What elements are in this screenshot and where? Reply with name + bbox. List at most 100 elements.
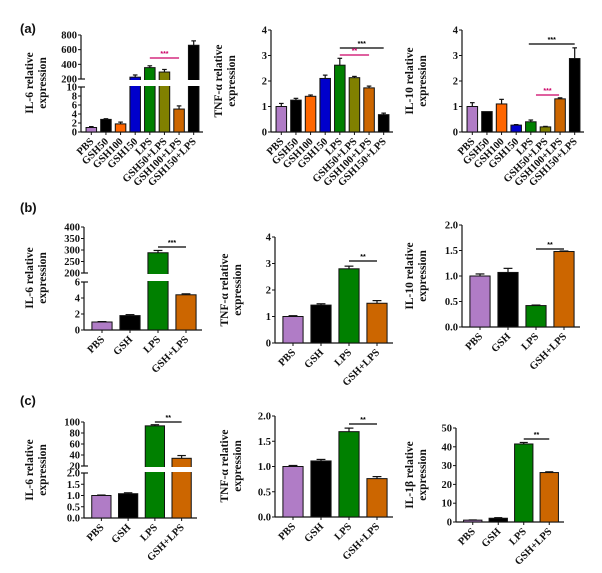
y-tick-label: 800 <box>61 31 77 42</box>
y-axis-title-line: IL-6 relative <box>24 439 36 500</box>
y-tick-label: 300 <box>64 246 80 257</box>
y-tick-label: 0 <box>447 518 452 529</box>
bar-gsh-plus-lps <box>553 251 575 328</box>
y-tick-label: 1.5 <box>67 480 80 491</box>
y-tick-label: 0 <box>266 339 271 350</box>
x-tick-label: PBS <box>277 521 299 543</box>
y-tick-label: 2.0 <box>445 221 458 232</box>
y-axis-title: IL-6 relativeexpression <box>24 52 49 113</box>
bar-break-gap <box>146 274 170 281</box>
bar-gsh <box>488 517 508 523</box>
y-tick-label: 60 <box>70 440 81 451</box>
chart-a-tnf: 01234PBSGSH50GSH100GSH150LPSGSH50+LPSGSH… <box>213 26 393 189</box>
significance-label: *** <box>548 37 556 44</box>
y-tick-label: 1.5 <box>445 246 458 257</box>
bar-gsh <box>310 460 332 518</box>
bar-break-gap <box>143 80 157 86</box>
bar-gsh-plus-lps <box>175 294 197 331</box>
bar-gsh100 <box>114 123 127 133</box>
significance-label: *** <box>168 240 176 247</box>
y-tick-label: 4 <box>453 26 459 37</box>
bar-pbs <box>275 106 288 133</box>
x-tick-label: LPS <box>142 334 164 356</box>
bar-lps <box>338 431 360 518</box>
bar-lps <box>525 121 537 133</box>
y-axis-title-line: IL-10 relative <box>404 47 416 114</box>
x-tick-label: PBS <box>277 347 299 369</box>
bar-gsh50-plus-lps <box>539 126 552 133</box>
panel-label-b: (b) <box>20 200 37 215</box>
y-tick-label: 10 <box>442 499 453 510</box>
significance-label: ** <box>360 254 366 261</box>
y-axis-title: IL-10 relativeexpression <box>404 47 429 114</box>
x-tick-label: GSH <box>480 526 503 549</box>
bar-lps <box>514 443 534 523</box>
significance-label: *** <box>543 88 551 95</box>
bar-gsh150 <box>319 77 331 133</box>
y-tick-label: 1 <box>266 312 271 323</box>
y-tick-label: 3 <box>262 51 267 62</box>
y-tick-label: 1.0 <box>258 462 271 473</box>
x-tick-label: GSH <box>110 522 133 545</box>
y-tick-label: 6 <box>72 101 77 112</box>
bar-gsh150-plus-lps <box>568 58 581 133</box>
bar-pbs <box>91 495 112 519</box>
y-tick-label: 400 <box>61 60 77 71</box>
bar-pbs <box>282 466 304 518</box>
chart-a-il6: 0246810200400600800PBSGSH50GSH100GSH150L… <box>24 31 203 189</box>
bar-gsh100 <box>304 95 317 133</box>
y-axis-title-line: IL-6 relative <box>24 247 36 308</box>
bar-lps <box>525 305 547 328</box>
x-tick-label: LPS <box>507 526 529 548</box>
panel-label-c: (c) <box>20 393 36 408</box>
bar-lps <box>147 252 169 331</box>
y-tick-label: 0 <box>75 326 80 337</box>
y-axis-title: TNF-α relativeexpression <box>219 430 244 503</box>
x-tick-label: PBS <box>464 331 486 353</box>
x-tick-label: GSH <box>490 331 513 354</box>
significance-label: ** <box>352 48 358 55</box>
y-tick-label: 0.5 <box>67 502 80 513</box>
y-axis-title: IL-10 relativeexpression <box>404 242 429 309</box>
bar-gsh50-plus-lps <box>348 77 361 133</box>
y-tick-label: 1.0 <box>445 272 458 283</box>
y-axis-title-line: TNF-α relative <box>213 45 225 118</box>
y-tick-label: 3 <box>453 51 458 62</box>
significance-label: ** <box>547 242 553 249</box>
bar-gsh50 <box>100 118 112 133</box>
y-tick-label: 20 <box>442 480 453 491</box>
x-tick-label: LPS <box>333 521 355 543</box>
y-axis-title-line: IL-10 relative <box>404 242 416 309</box>
y-axis-title: TNF-α relativeexpression <box>219 254 244 327</box>
y-tick-label: 2 <box>453 77 458 88</box>
y-tick-label: 2.0 <box>67 469 80 480</box>
bar-pbs <box>466 106 479 133</box>
x-tick-label: PBS <box>85 522 107 544</box>
y-tick-label: 4 <box>262 26 268 37</box>
bar-break-gap <box>158 80 171 86</box>
bar-lps <box>334 64 346 133</box>
bar-pbs <box>282 316 304 344</box>
y-tick-label: 10 <box>67 83 78 94</box>
x-tick-label: PBS <box>456 526 478 548</box>
bar-gsh100-plus-lps <box>173 108 185 133</box>
bar-pbs <box>469 275 491 328</box>
bar-gsh150-plus-lps <box>187 44 200 133</box>
bar-gsh <box>497 271 519 328</box>
bar-gsh-plus-lps <box>539 472 559 523</box>
bar-gsh150-plus-lps <box>377 114 390 133</box>
y-tick-label: 1.5 <box>258 437 271 448</box>
y-tick-label: 4 <box>266 233 272 244</box>
significance-label: ** <box>166 415 172 422</box>
y-tick-label: 250 <box>64 257 80 268</box>
y-axis-title-line: expression <box>417 449 429 501</box>
bar-gsh150 <box>510 124 522 133</box>
y-tick-label: 80 <box>70 429 81 440</box>
y-tick-label: 6 <box>75 278 80 289</box>
y-axis-title-line: TNF-α relative <box>219 430 231 503</box>
